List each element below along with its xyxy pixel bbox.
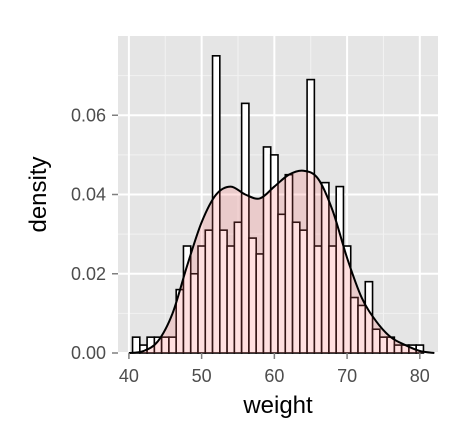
- x-tick-label: 80: [410, 366, 430, 386]
- y-tick-label: 0.02: [71, 264, 106, 284]
- y-tick-label: 0.06: [71, 105, 106, 125]
- y-axis-title: density: [25, 156, 52, 232]
- x-axis-title: weight: [242, 392, 313, 419]
- histogram-bar: [211, 55, 221, 354]
- histogram-bar: [306, 78, 316, 354]
- x-tick-label: 50: [192, 366, 212, 386]
- x-axis: 40 50 60 70 80: [119, 353, 430, 386]
- x-tick-label: 70: [337, 366, 357, 386]
- histogram-bar: [240, 102, 250, 354]
- x-tick-label: 60: [264, 366, 284, 386]
- density-curve: [128, 169, 435, 354]
- y-tick-label: 0.04: [71, 185, 106, 205]
- histogram-bar: [131, 336, 141, 354]
- density-layer: [128, 169, 435, 354]
- y-axis: 0.00 0.02 0.04 0.06: [71, 105, 118, 363]
- x-tick-label: 40: [119, 366, 139, 386]
- y-tick-label: 0.00: [71, 343, 106, 363]
